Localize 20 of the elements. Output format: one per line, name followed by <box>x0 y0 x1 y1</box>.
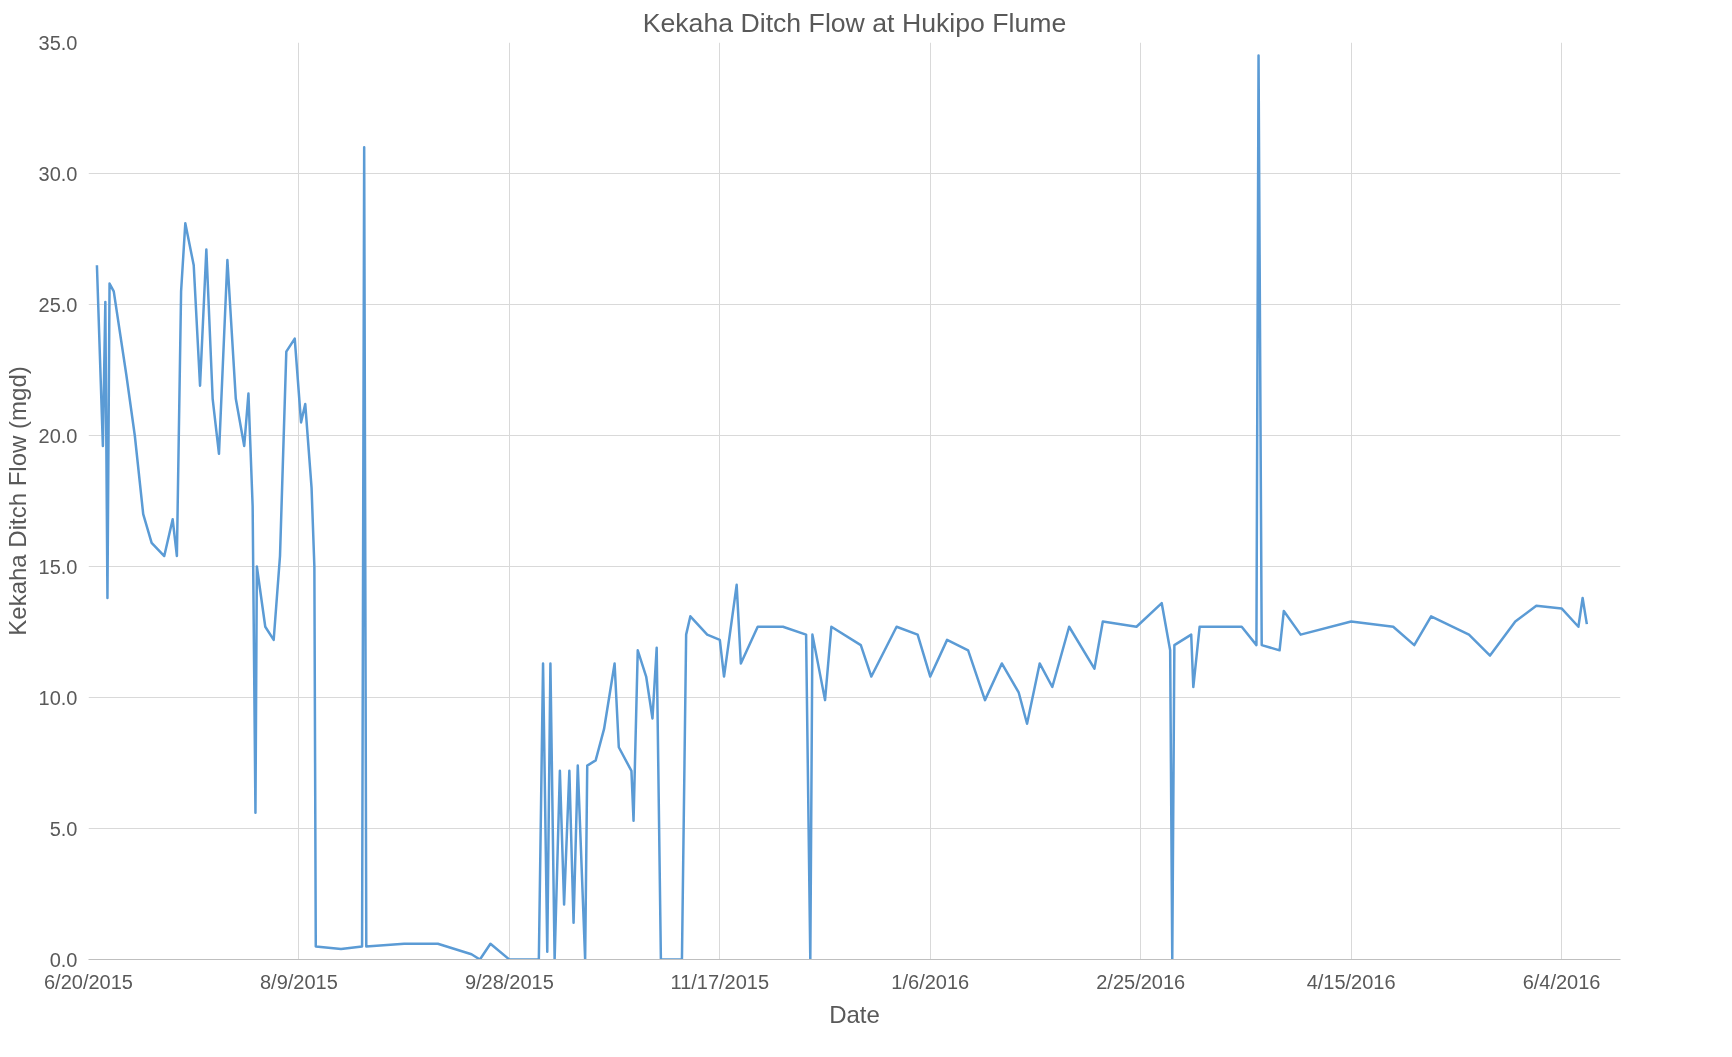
y-tick-label: 20.0 <box>38 424 78 447</box>
y-tick-label: 15.0 <box>38 555 78 578</box>
x-tick-label: 1/6/2016 <box>891 970 970 993</box>
y-tick-label: 0.0 <box>49 948 78 971</box>
x-tick-label: 9/28/2015 <box>464 970 554 993</box>
line-series <box>95 54 1589 960</box>
y-tick-label: 5.0 <box>49 817 78 840</box>
y-tick-label: 30.0 <box>38 162 78 185</box>
x-tick-label: 6/20/2015 <box>44 970 133 993</box>
x-tick-label: 2/25/2016 <box>1096 970 1186 993</box>
y-axis-title: Kekaha Ditch Flow (mgd) <box>3 366 31 636</box>
y-tick-label: 35.0 <box>38 31 78 54</box>
x-tick-label: 11/17/2015 <box>670 970 770 993</box>
x-tick-label: 4/15/2016 <box>1306 970 1396 993</box>
y-tick-label: 10.0 <box>38 686 78 709</box>
x-axis-title: Date <box>829 1000 880 1028</box>
chart-title: Kekaha Ditch Flow at Hukipo Flume <box>642 7 1067 38</box>
x-tick-label: 8/9/2015 <box>260 970 338 993</box>
y-tick-label: 25.0 <box>38 293 78 316</box>
x-tick-label: 6/4/2016 <box>1522 970 1601 993</box>
